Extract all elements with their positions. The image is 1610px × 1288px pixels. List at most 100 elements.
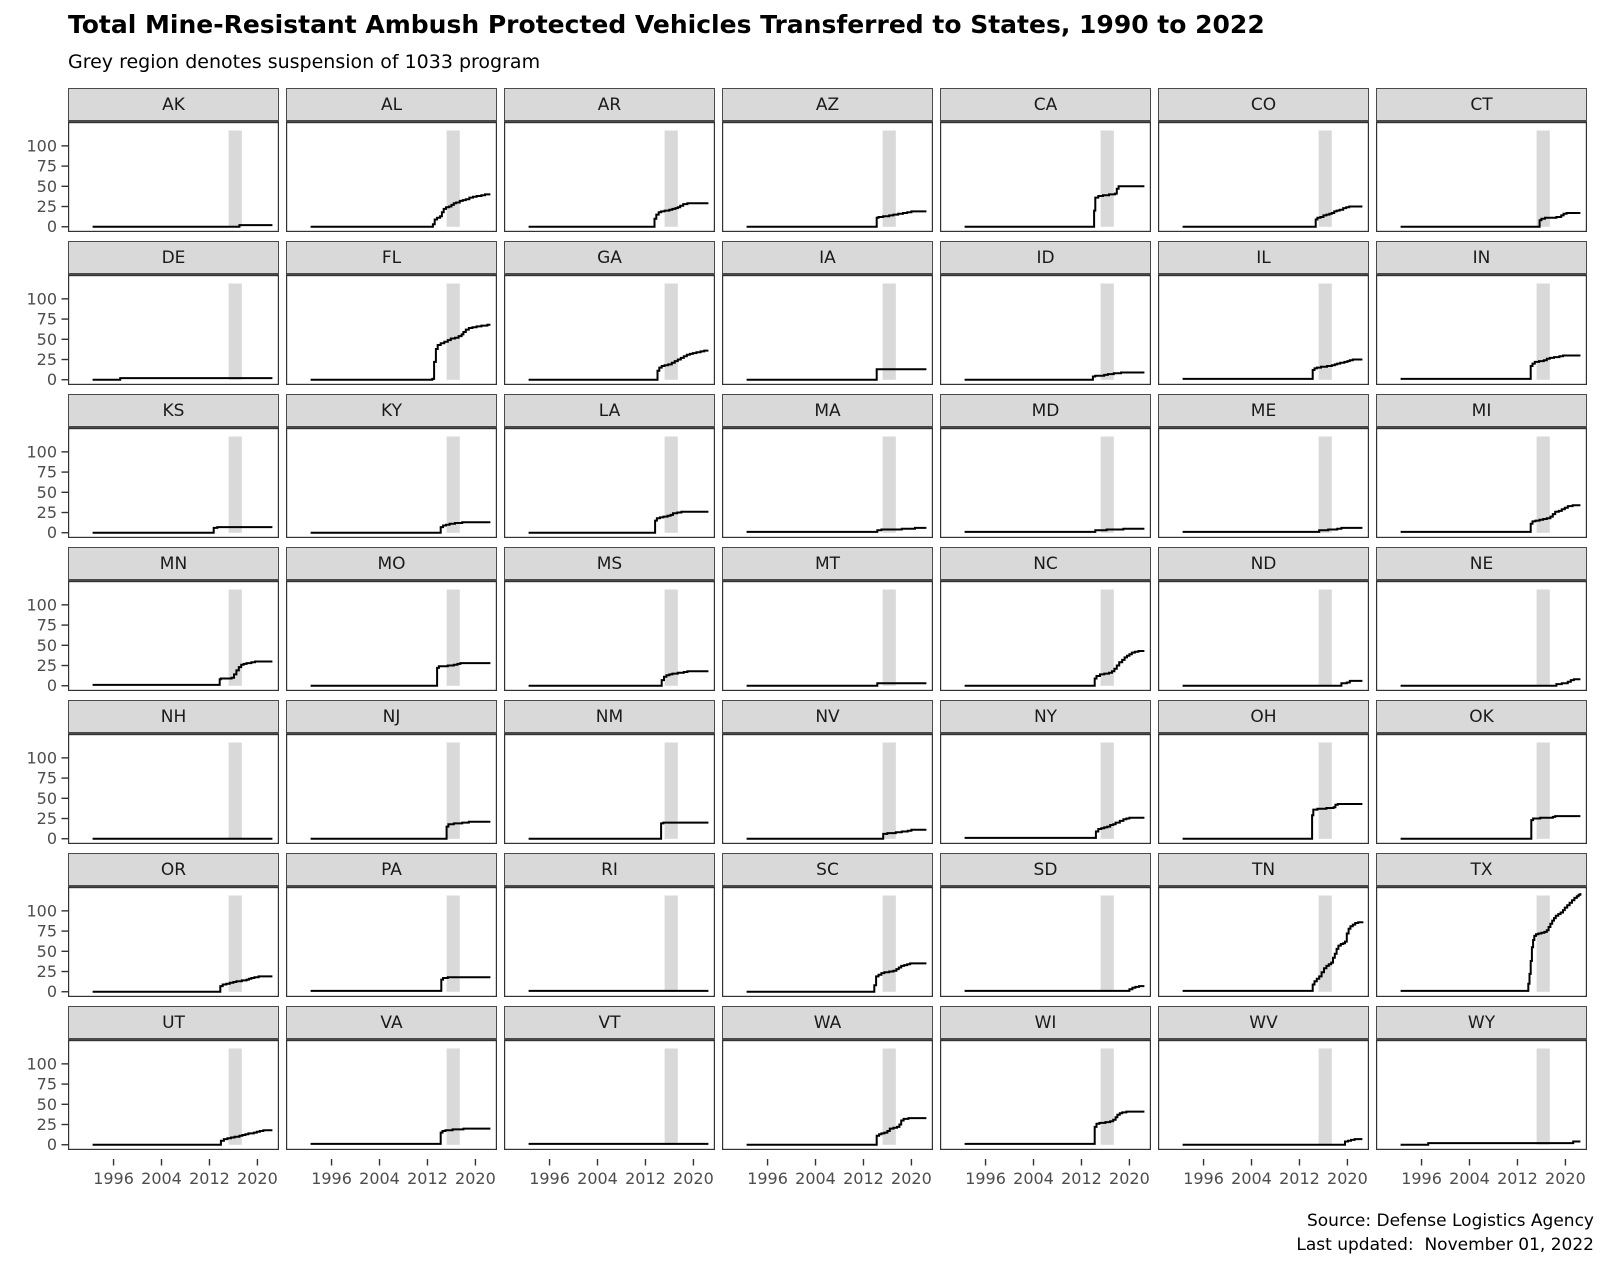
facet-row-1: 0 25 50 75 100 AK AL AR AZ CA CO CT: [0, 88, 1610, 232]
panel-border: [1158, 1040, 1369, 1150]
facet-strip-label: OK: [1469, 706, 1494, 727]
facet-grid: 0 25 50 75 100 AK AL AR AZ CA CO CT 0 25 50 75 100 DE FL GA…: [0, 88, 1610, 1193]
panel-border: [1376, 122, 1587, 232]
facet-cell: IA: [722, 241, 940, 385]
x-tick-label: 2020: [673, 1169, 714, 1188]
facet-plot-MI: [1376, 428, 1587, 538]
facet-strip-VA: VA: [286, 1006, 497, 1040]
suspension-band: [1536, 283, 1550, 380]
x-tick-label: 2004: [1013, 1169, 1054, 1188]
facet-panel-VT: VT: [504, 1006, 715, 1150]
facet-plot-WI: [940, 1040, 1151, 1150]
facet-cell: UT: [68, 1006, 286, 1150]
y-axis-gutter: 0 25 50 75 100: [0, 394, 68, 538]
facet-strip-SC: SC: [722, 853, 933, 887]
panel-border: [68, 122, 279, 232]
facet-cell: OR: [68, 853, 286, 997]
facet-panel-CO: CO: [1158, 88, 1369, 232]
facet-panel-TN: TN: [1158, 853, 1369, 997]
facet-strip-label: WV: [1249, 1012, 1278, 1033]
facet-plot-NY: [940, 734, 1151, 844]
y-tick-label: 0: [47, 217, 57, 232]
suspension-band: [882, 589, 896, 686]
facet-strip-label: NJ: [382, 706, 401, 727]
cumulative-line: [1400, 678, 1581, 687]
facet-cell: OH: [1158, 700, 1376, 844]
facet-strip-label: AL: [380, 94, 403, 115]
y-tick-label: 100: [26, 289, 57, 308]
panel-border: [504, 428, 715, 538]
facet-plot-KY: [286, 428, 497, 538]
facet-strip-label: MT: [814, 553, 841, 574]
y-tick-label: 100: [26, 1054, 57, 1073]
suspension-band: [1100, 436, 1114, 533]
panel-border: [68, 428, 279, 538]
facet-plot-MA: [722, 428, 933, 538]
panel-border: [722, 428, 933, 538]
facet-cell: ID: [940, 241, 1158, 385]
y-tick-label: 75: [37, 922, 57, 941]
cumulative-line: [310, 1127, 491, 1145]
facet-strip-GA: GA: [504, 241, 715, 275]
panel-border: [504, 275, 715, 385]
cumulative-line: [964, 650, 1145, 687]
facet-cell: TX: [1376, 853, 1594, 997]
facet-cell: SD: [940, 853, 1158, 997]
facet-strip-FL: FL: [286, 241, 497, 275]
facet-panel-DE: DE: [68, 241, 279, 385]
cumulative-line: [1182, 205, 1363, 228]
y-tick-label: 75: [37, 310, 57, 329]
suspension-band: [1536, 1048, 1550, 1145]
x-axis-cell: 1996 2004 2012 2020: [504, 1159, 722, 1193]
facet-plot-NJ: [286, 734, 497, 844]
facet-strip-label: MS: [596, 553, 623, 574]
facet-cell: DE: [68, 241, 286, 385]
x-axis-cell: 1996 2004 2012 2020: [722, 1159, 940, 1193]
panel-border: [68, 275, 279, 385]
facet-panel-WI: WI: [940, 1006, 1151, 1150]
panel-border: [504, 734, 715, 844]
suspension-band: [1318, 130, 1332, 227]
x-axis-labels: 1996 2004 2012 2020: [529, 1159, 714, 1188]
panel-border: [940, 1040, 1151, 1150]
y-tick-label: 25: [37, 809, 57, 828]
facet-strip-OK: OK: [1376, 700, 1587, 734]
facet-row-3: 0 25 50 75 100 KS KY LA MA MD ME MI: [0, 394, 1610, 538]
suspension-band: [664, 589, 678, 686]
facet-panel-MN: MN: [68, 547, 279, 691]
suspension-band: [446, 1048, 460, 1145]
facet-panel-IN: IN: [1376, 241, 1587, 385]
facet-cell: AR: [504, 88, 722, 232]
cumulative-line: [746, 368, 927, 381]
y-tick-label: 100: [26, 136, 57, 155]
panel-border: [1376, 275, 1587, 385]
suspension-band: [664, 1048, 678, 1145]
facet-plot-LA: [504, 428, 715, 538]
cumulative-line: [1400, 1140, 1581, 1146]
facet-strip-PA: PA: [286, 853, 497, 887]
facet-strip-OH: OH: [1158, 700, 1369, 734]
facet-cell: NV: [722, 700, 940, 844]
y-tick-label: 100: [26, 901, 57, 920]
suspension-band: [446, 130, 460, 227]
facet-panel-AL: AL: [286, 88, 497, 232]
x-axis-labels: 1996 2004 2012 2020: [93, 1159, 278, 1188]
suspension-band: [446, 436, 460, 533]
facet-strip-IN: IN: [1376, 241, 1587, 275]
facet-panel-SC: SC: [722, 853, 933, 997]
suspension-band: [1318, 895, 1332, 992]
facet-strip-DE: DE: [68, 241, 279, 275]
y-tick-label: 0: [47, 829, 57, 844]
suspension-band: [228, 742, 242, 839]
y-tick-label: 0: [47, 370, 57, 385]
facet-panel-WY: WY: [1376, 1006, 1587, 1150]
cumulative-line: [1182, 803, 1363, 840]
facet-plot-OK: [1376, 734, 1587, 844]
facet-cell: VA: [286, 1006, 504, 1150]
facet-panel-MD: MD: [940, 394, 1151, 538]
facet-cell: MS: [504, 547, 722, 691]
facet-plot-NC: [940, 581, 1151, 691]
cumulative-line: [746, 828, 927, 840]
facet-strip-AR: AR: [504, 88, 715, 122]
facet-strip-CO: CO: [1158, 88, 1369, 122]
